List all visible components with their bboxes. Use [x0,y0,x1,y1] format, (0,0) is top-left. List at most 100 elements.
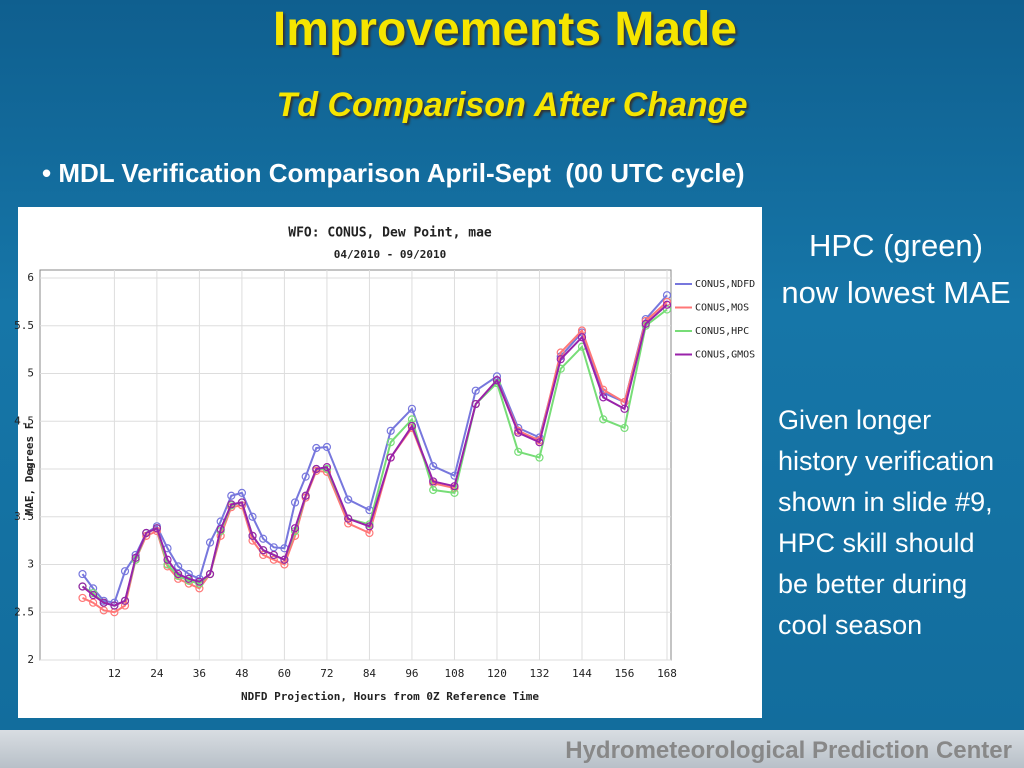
y-tick-label: 4.5 [14,414,34,427]
y-axis-label: MAE, Degrees F [23,423,36,516]
bullet-text: MDL Verification Comparison April-Sept (… [58,158,745,188]
data-point [269,543,278,552]
data-point [344,519,353,528]
y-tick-label: 3 [27,558,34,571]
x-tick-label: 48 [235,667,248,680]
x-tick-label: 72 [320,667,333,680]
data-point [280,555,289,564]
data-point [237,498,247,507]
data-point [620,404,629,413]
data-point [471,399,480,409]
data-point [152,524,161,533]
data-point [290,498,300,507]
data-point [269,550,278,560]
legend-label: CONUS,NDFD [695,279,755,290]
data-point [259,546,268,555]
data-point [365,522,374,531]
x-axis-label: NDFD Projection, Hours from 0Z Reference… [241,690,539,703]
data-point [227,491,236,500]
data-point [78,593,87,603]
data-point [556,355,565,364]
data-point [662,300,672,309]
data-point [120,567,130,576]
data-point [131,553,140,562]
data-point [471,386,480,395]
legend: CONUS,NDFD CONUS,MOS CONUS,HPC CONUS,GMOS [675,279,755,361]
data-point [78,569,87,579]
data-point [184,574,193,583]
y-tick-label: 6 [27,271,34,284]
y-tick-label: 3.5 [14,510,34,523]
data-point [89,590,98,600]
data-point [344,495,353,504]
legend-label: CONUS,MOS [695,303,749,314]
data-point [290,524,300,533]
footer: Hydrometeorological Prediction Center [565,737,1012,764]
data-point [99,598,108,607]
data-point [386,453,395,462]
y-tick-label: 5.5 [14,319,34,332]
data-point [78,582,87,591]
legend-label: CONUS,GMOS [695,350,755,361]
data-point [429,485,438,495]
x-tick-label: 84 [363,667,377,680]
x-tick-label: 156 [615,667,635,680]
x-tick-label: 108 [445,667,465,680]
bullet: • MDL Verification Comparison April-Sept… [42,158,745,188]
data-point [248,512,257,521]
data-point [259,534,268,543]
data-point [407,421,417,431]
x-tick-label: 120 [487,667,507,680]
x-tick-label: 144 [572,667,592,680]
y-tick-label: 2 [27,653,34,666]
data-point [344,514,353,523]
note: HPC (green) now lowest MAE [781,228,1011,310]
footer-band [0,730,1024,768]
data-point [174,562,183,571]
data-point [407,404,417,413]
data-point [195,577,204,586]
data-point [248,531,257,540]
data-point [429,477,438,486]
x-tick-label: 168 [657,667,677,680]
data-point [535,453,544,462]
data-point [120,596,130,605]
data-point [577,333,587,342]
slide-title: Improvements Made [272,3,738,56]
data-point [312,464,321,474]
x-tick-label: 132 [530,667,550,680]
x-tick-label: 96 [405,667,418,680]
data-point [535,438,544,447]
series-line [82,301,668,614]
x-tick-label: 60 [278,667,291,680]
data-point [620,423,629,433]
data-point [110,601,119,610]
legend-label: CONUS,HPC [695,326,749,337]
data-point [492,376,502,385]
y-tick-label: 4 [27,462,34,475]
y-tick-label: 2.5 [14,605,34,618]
plot-area [39,269,672,661]
data-point [514,428,523,437]
chart: WFO: CONUS, Dew Point, mae 04/2010 - 09/… [14,225,756,703]
data-point [205,538,215,547]
slide-subtitle: Td Comparison After Change [276,86,748,124]
data-point [514,447,523,456]
data-point [227,500,236,509]
data-point [322,462,332,472]
chart-subtitle: 04/2010 - 09/2010 [334,248,447,261]
data-point [205,569,215,579]
x-tick-label: 24 [150,667,164,680]
data-point [142,528,151,538]
data-point [450,482,459,491]
data-point [641,319,650,328]
data-point [216,525,225,534]
data-point [163,555,172,564]
x-tick-label: 12 [108,667,121,680]
data-point [280,560,289,569]
data-point [301,491,310,500]
data-point [174,569,183,579]
data-point [237,488,247,497]
data-point [301,472,310,481]
data-point [312,443,321,453]
